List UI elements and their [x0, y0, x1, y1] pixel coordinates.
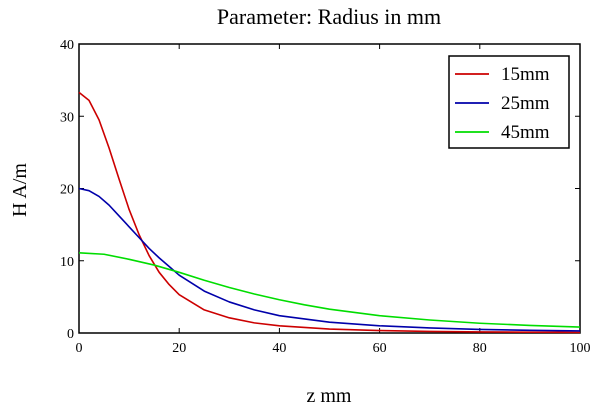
- chart-title: Parameter: Radius in mm: [217, 4, 441, 29]
- y-tick-label: 20: [60, 183, 74, 198]
- y-tick-label: 0: [67, 327, 74, 342]
- x-tick-label: 60: [373, 341, 387, 356]
- legend: 15mm 25mm 45mm: [448, 55, 570, 149]
- y-tick-label: 40: [60, 38, 74, 53]
- legend-label-45mm: 45mm: [501, 122, 550, 143]
- x-tick-label: 40: [272, 341, 286, 356]
- legend-label-15mm: 15mm: [501, 64, 550, 85]
- x-axis-title: z mm: [307, 385, 352, 407]
- plot-area: 0 20 40 60 80 100 0 10 20 30 40: [60, 38, 591, 356]
- x-tick-label: 80: [473, 341, 487, 356]
- y-tick-label: 30: [60, 110, 74, 125]
- y-axis-title: H A/m: [9, 163, 31, 217]
- legend-label-25mm: 25mm: [501, 93, 550, 114]
- y-tick-label: 10: [60, 255, 74, 270]
- x-tick-label: 100: [570, 341, 591, 356]
- series-line-45mm: [78, 252, 581, 328]
- x-tick-label: 20: [172, 341, 186, 356]
- series-line-15mm: [78, 91, 581, 334]
- x-tick-label: 0: [76, 341, 83, 356]
- series-line-25mm: [78, 187, 581, 332]
